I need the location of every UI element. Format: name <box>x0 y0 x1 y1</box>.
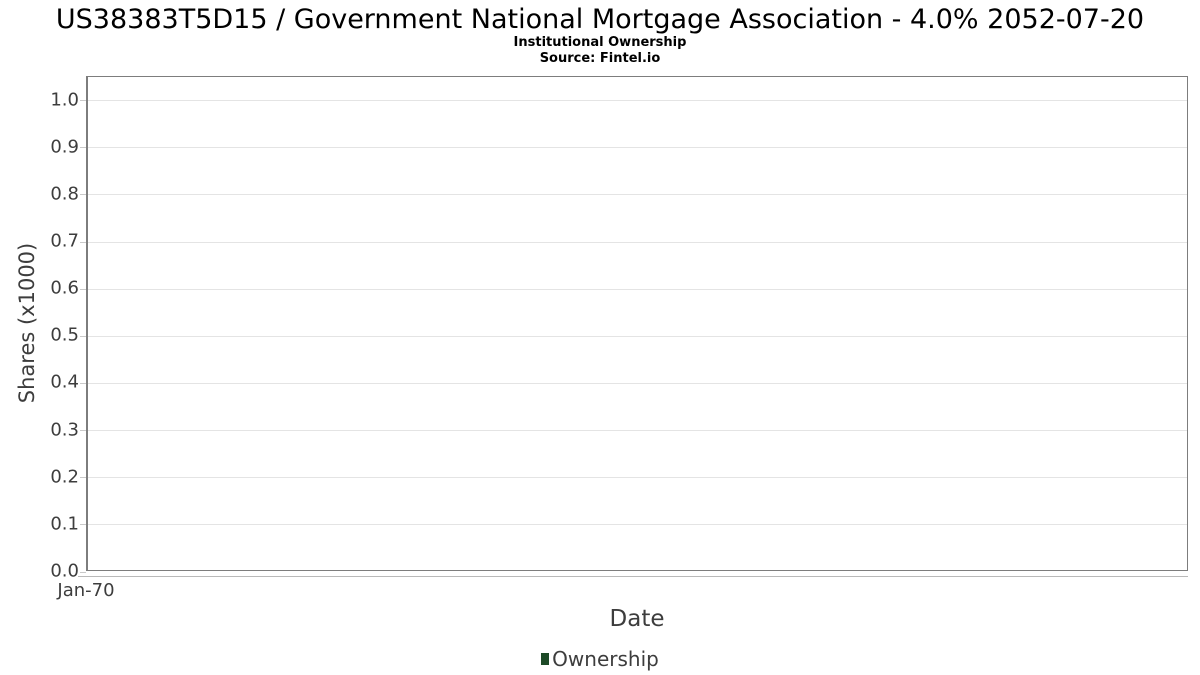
y-tick-mark <box>80 147 86 149</box>
y-tick-mark <box>80 477 86 479</box>
x-axis-label: Date <box>609 606 665 632</box>
y-tick-mark <box>80 194 86 196</box>
y-tick-mark <box>80 335 86 337</box>
x-tick-label: Jan-70 <box>57 580 115 601</box>
y-tick-label: 0.2 <box>50 466 79 488</box>
gridline <box>88 430 1187 432</box>
y-tick-mark <box>80 524 86 526</box>
y-tick-label: 0.8 <box>50 183 79 205</box>
y-tick-mark <box>80 571 86 573</box>
gridline <box>88 194 1187 196</box>
plot-area <box>80 76 1188 573</box>
y-tick-label: 0.7 <box>50 230 79 252</box>
chart-title: US38383T5D15 / Government National Mortg… <box>55 4 1145 35</box>
y-tick-label: 0.5 <box>50 324 79 346</box>
y-tick-label: 0.0 <box>50 560 79 582</box>
gridline <box>88 524 1187 526</box>
gridline <box>88 335 1187 337</box>
gridline <box>88 288 1187 290</box>
gridline <box>88 147 1187 149</box>
gridline <box>88 100 1187 102</box>
chart-source: Source: Fintel.io <box>539 51 661 66</box>
legend-swatch-ownership <box>541 653 550 665</box>
y-tick-mark <box>80 430 86 432</box>
legend: Ownership <box>0 646 1200 672</box>
y-tick-mark <box>80 382 86 384</box>
legend-label-ownership: Ownership <box>552 647 659 671</box>
y-tick-label: 0.6 <box>50 277 79 299</box>
gridline <box>88 477 1187 479</box>
gridline <box>88 382 1187 384</box>
y-axis-label: Shares (x1000) <box>15 242 39 404</box>
y-tick-label: 1.0 <box>50 89 79 111</box>
y-tick-mark <box>80 100 86 102</box>
gridline <box>88 241 1187 243</box>
y-tick-label: 0.4 <box>50 371 79 393</box>
y-tick-label: 0.9 <box>50 136 79 158</box>
y-tick-mark <box>80 288 86 290</box>
y-tick-mark <box>80 241 86 243</box>
x-axis-line <box>78 576 1188 577</box>
y-tick-label: 0.3 <box>50 419 79 441</box>
chart-subtitle: Institutional Ownership <box>513 35 687 50</box>
y-tick-label: 0.1 <box>50 513 79 535</box>
